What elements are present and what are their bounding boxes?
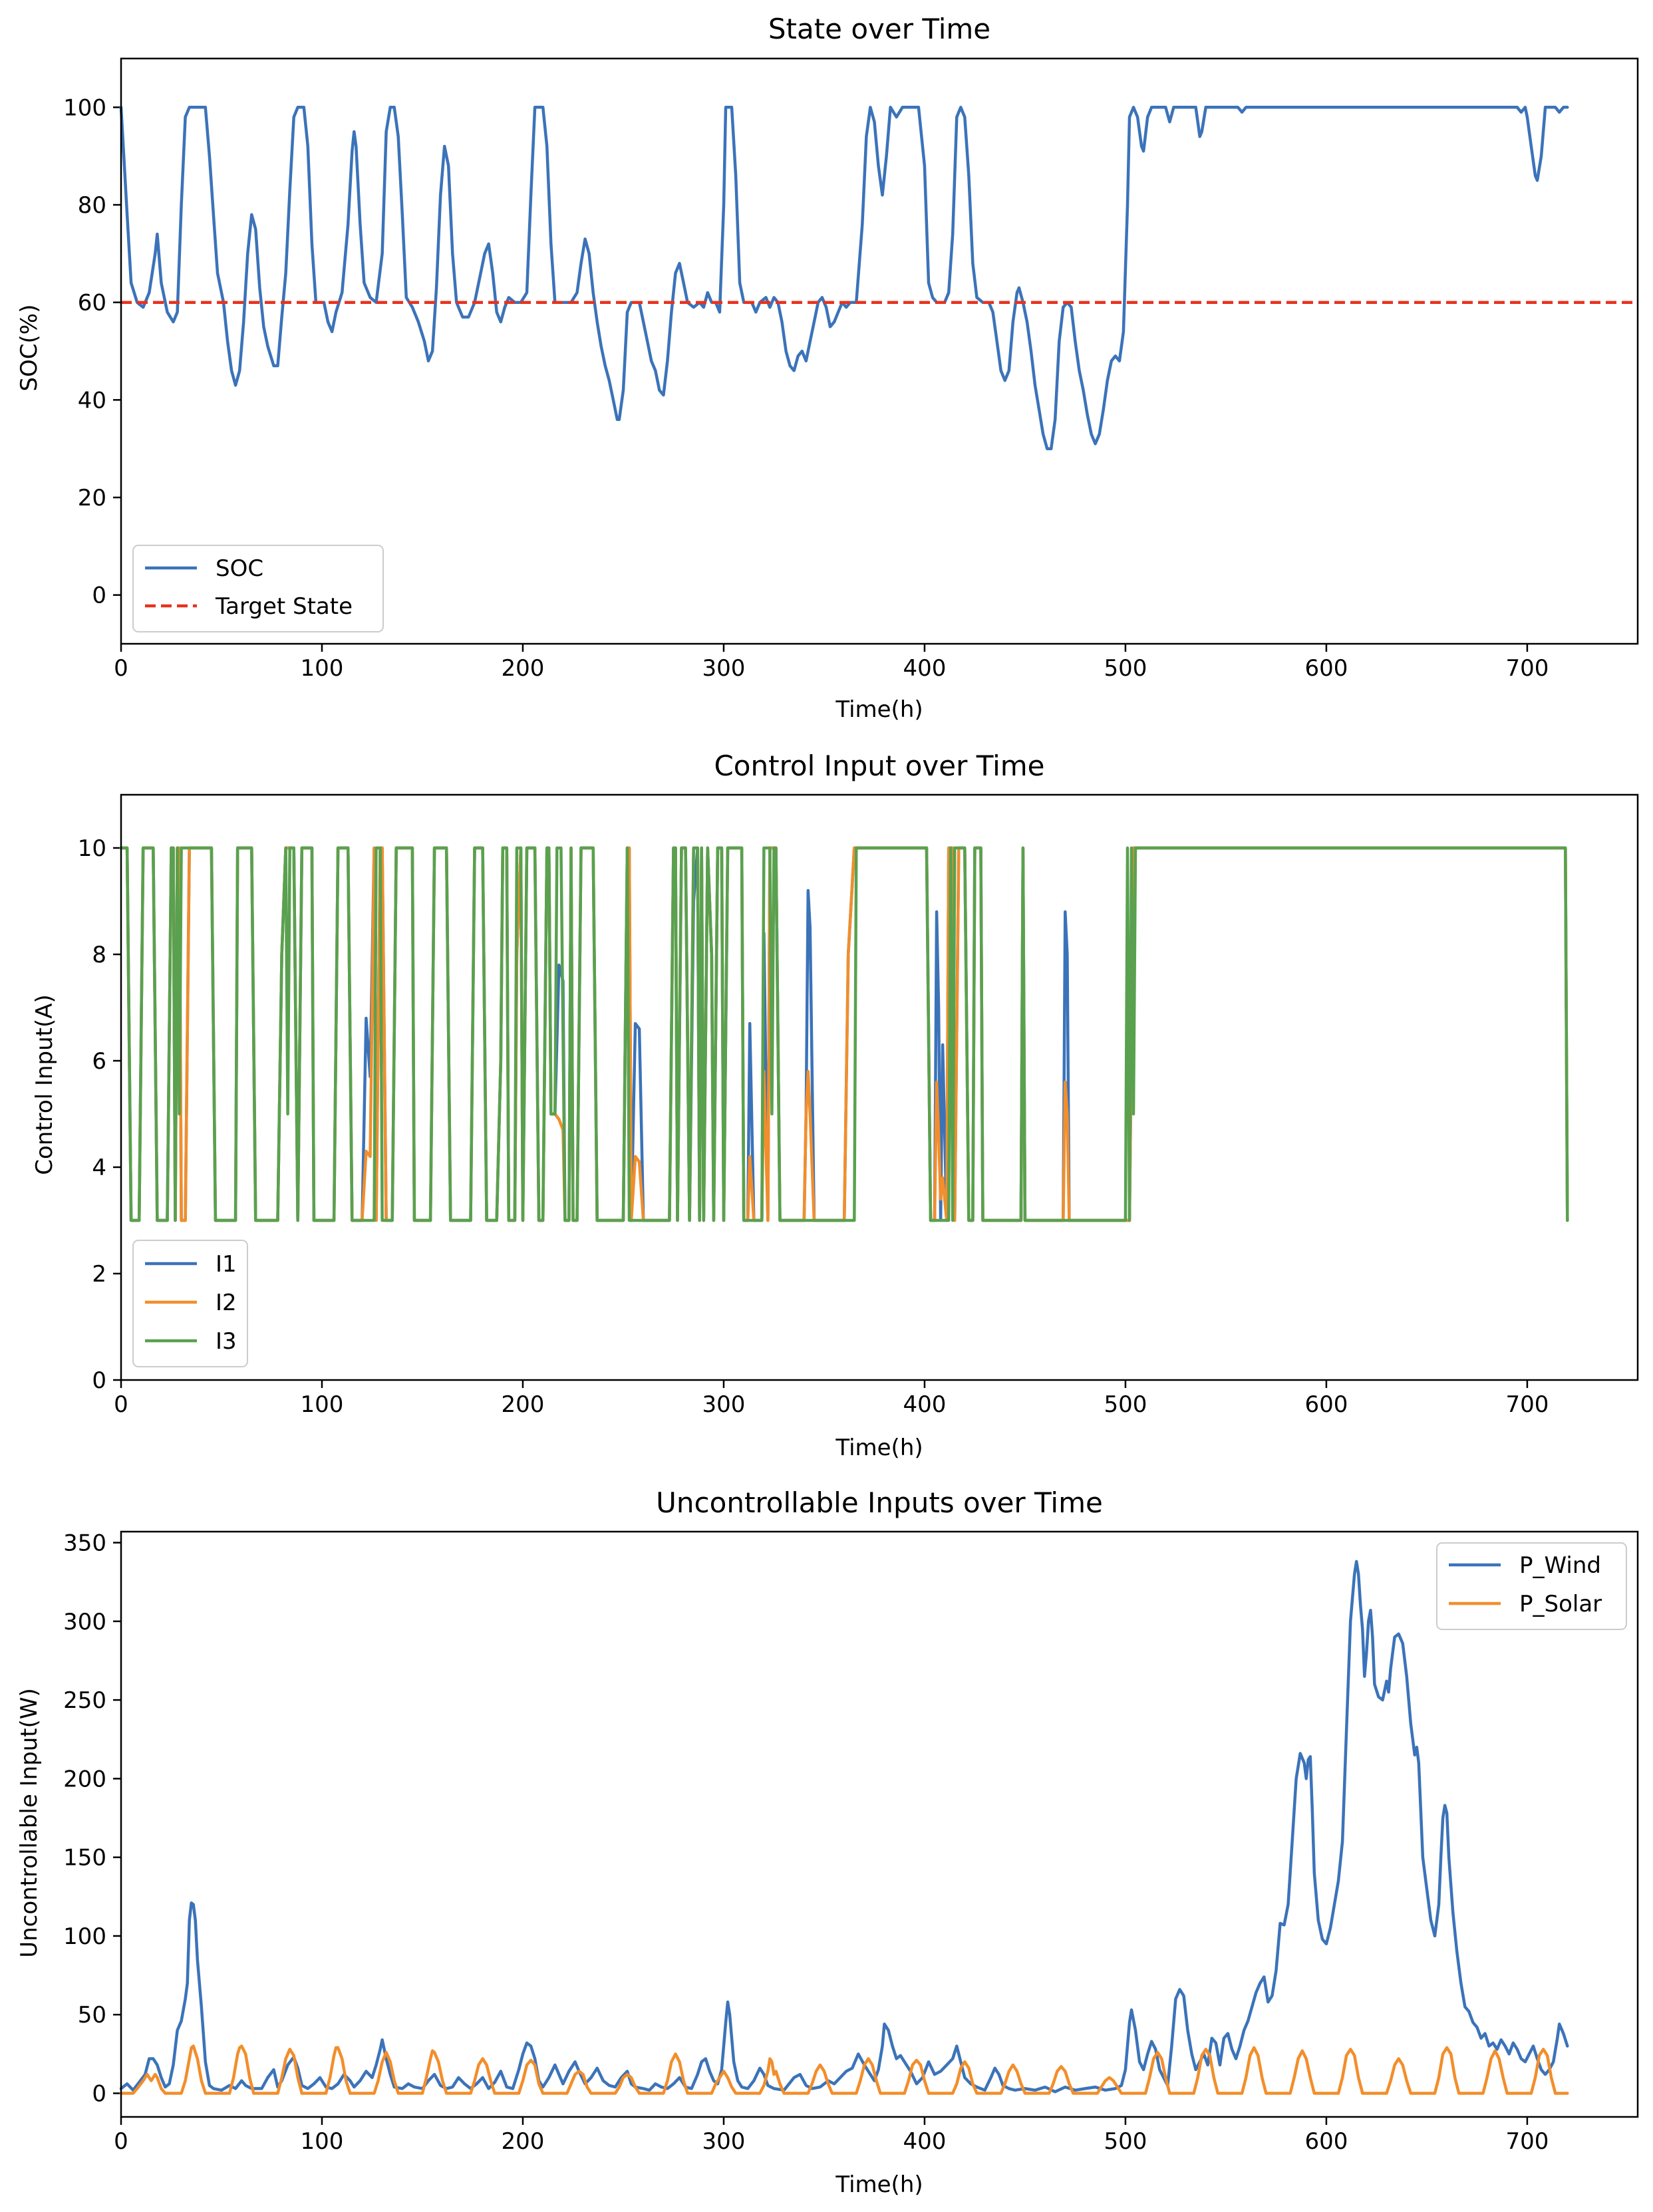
series-line-p-solar [119, 2044, 1569, 2095]
x-tick-label: 200 [502, 655, 545, 682]
legend: SOC Target State [132, 545, 384, 632]
x-tick-label: 0 [114, 2128, 128, 2155]
x-tick-label: 400 [903, 655, 946, 682]
x-tick-label: 700 [1505, 1391, 1549, 1418]
series-line-soc [119, 106, 1569, 450]
x-tick-label: 300 [702, 2128, 746, 2155]
tick-labels: 0 100 200 300 400 500 600 700 0 20 40 60 80 100 [63, 94, 1549, 682]
legend-label-i3: I3 [216, 1328, 237, 1355]
axes-frame [120, 1530, 1639, 2118]
y-tick-label: 100 [63, 94, 106, 121]
axes-frame [120, 57, 1639, 645]
chart-title: State over Time [768, 13, 990, 45]
chart-title: Uncontrollable Inputs over Time [656, 1486, 1103, 1519]
chart-title: Control Input over Time [714, 750, 1044, 782]
x-axis-label: Time(h) [835, 696, 923, 723]
x-tick-label: 700 [1505, 655, 1549, 682]
y-tick-label: 6 [92, 1048, 106, 1075]
y-tick-label: 200 [63, 1766, 106, 1792]
x-tick-label: 700 [1505, 2128, 1549, 2155]
axes-frame [120, 793, 1639, 1381]
x-axis-label: Time(h) [835, 2171, 923, 2198]
x-tick-label: 600 [1304, 2128, 1348, 2155]
legend-label-i1: I1 [216, 1251, 237, 1278]
y-tick-label: 60 [78, 290, 106, 317]
x-tick-label: 500 [1104, 2128, 1147, 2155]
y-tick-label: 100 [63, 1923, 106, 1950]
chart-state-over-time: State over Time SOC(%) Time(h) 0 100 200 30… [16, 13, 1639, 723]
legend-label-i2: I2 [216, 1290, 237, 1316]
plot-area [119, 846, 1569, 1222]
legend-label-p-solar: P_Solar [1519, 1591, 1602, 1617]
x-tick-label: 600 [1304, 655, 1348, 682]
x-tick-label: 0 [114, 1391, 128, 1418]
tick-labels: 0 100 200 300 400 500 600 700 0 2 4 6 8 10 [78, 835, 1549, 1418]
y-axis-label: Uncontrollable Input(W) [16, 1688, 43, 1958]
x-tick-label: 400 [903, 2128, 946, 2155]
legend: I1 I2 I3 [132, 1240, 248, 1367]
legend: P_Wind P_Solar [1436, 1542, 1627, 1630]
y-tick-label: 350 [63, 1530, 106, 1557]
x-tick-label: 200 [502, 2128, 545, 2155]
x-tick-label: 600 [1304, 1391, 1348, 1418]
y-tick-label: 40 [78, 387, 106, 414]
legend-label-p-wind: P_Wind [1519, 1552, 1601, 1579]
x-tick-label: 100 [301, 1391, 344, 1418]
y-tick-label: 8 [92, 942, 106, 968]
y-axis-label: SOC(%) [16, 305, 43, 392]
series-line-i3 [119, 846, 1569, 1222]
y-tick-label: 250 [63, 1687, 106, 1714]
x-axis-label: Time(h) [835, 1435, 923, 1461]
y-tick-label: 10 [78, 835, 106, 862]
chart-control-input-over-time: Control Input over Time Control Input(A)… [31, 750, 1639, 1461]
y-tick-label: 20 [78, 485, 106, 511]
x-tick-label: 400 [903, 1391, 946, 1418]
x-tick-label: 100 [301, 655, 344, 682]
x-tick-label: 100 [301, 2128, 344, 2155]
y-tick-label: 0 [92, 1367, 106, 1394]
y-tick-label: 80 [78, 192, 106, 219]
plot-area [119, 106, 1638, 450]
y-tick-label: 4 [92, 1155, 106, 1181]
y-axis-label: Control Input(A) [31, 994, 58, 1175]
x-tick-label: 500 [1104, 655, 1147, 682]
x-tick-label: 0 [114, 655, 128, 682]
x-tick-label: 500 [1104, 1391, 1147, 1418]
series-line-p-wind [119, 1560, 1569, 2094]
x-tick-label: 200 [502, 1391, 545, 1418]
tick-labels: 0 100 200 300 400 500 600 700 0 50 100 150 200 250 300… [63, 1530, 1549, 2155]
legend-label-target-state: Target State [215, 593, 353, 620]
plot-area [119, 1560, 1569, 2095]
legend-label-soc: SOC [216, 555, 263, 582]
y-tick-label: 300 [63, 1609, 106, 1635]
x-tick-label: 300 [702, 655, 746, 682]
chart-uncontrollable-inputs-over-time: Uncontrollable Inputs over Time Uncontro… [16, 1486, 1639, 2198]
y-tick-label: 2 [92, 1261, 106, 1288]
y-tick-label: 0 [92, 583, 106, 609]
x-tick-label: 300 [702, 1391, 746, 1418]
y-tick-label: 0 [92, 2081, 106, 2108]
y-tick-label: 50 [78, 2002, 106, 2028]
y-tick-label: 150 [63, 1845, 106, 1871]
